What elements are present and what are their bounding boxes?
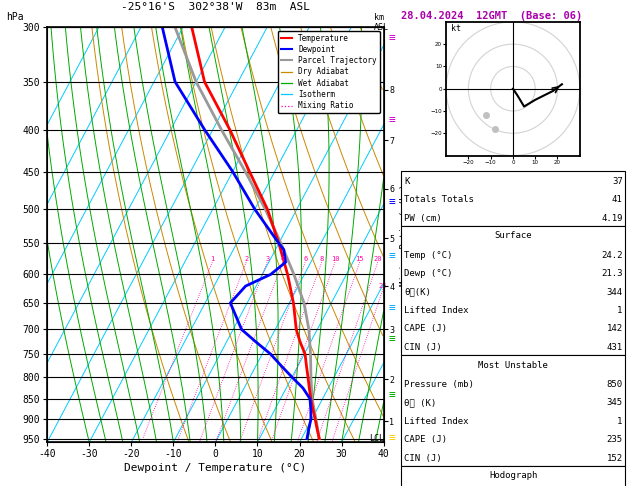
Text: CIN (J): CIN (J) — [404, 454, 442, 463]
Text: Totals Totals: Totals Totals — [404, 195, 474, 204]
Text: 20: 20 — [374, 256, 382, 262]
Text: 1: 1 — [210, 256, 214, 262]
Text: ≡: ≡ — [389, 251, 396, 261]
Text: ASL: ASL — [374, 22, 389, 32]
Text: Temp (°C): Temp (°C) — [404, 251, 453, 260]
Text: Pressure (mb): Pressure (mb) — [404, 380, 474, 389]
Text: © weatheronline.co.uk: © weatheronline.co.uk — [401, 473, 506, 482]
Text: ≡: ≡ — [389, 34, 396, 43]
Text: 1: 1 — [617, 306, 623, 315]
Y-axis label: Mixing Ratio (g/kg): Mixing Ratio (g/kg) — [400, 183, 409, 286]
Text: 345: 345 — [606, 399, 623, 407]
Text: 4.19: 4.19 — [601, 214, 623, 223]
Text: ≡: ≡ — [389, 303, 396, 313]
Text: ≡: ≡ — [389, 434, 396, 444]
Text: Lifted Index: Lifted Index — [404, 417, 469, 426]
Text: PW (cm): PW (cm) — [404, 214, 442, 223]
Text: 41: 41 — [612, 195, 623, 204]
Text: 235: 235 — [606, 435, 623, 444]
Text: θᴇ(K): θᴇ(K) — [404, 288, 431, 296]
X-axis label: Dewpoint / Temperature (°C): Dewpoint / Temperature (°C) — [125, 463, 306, 473]
Text: Lifted Index: Lifted Index — [404, 306, 469, 315]
Text: 431: 431 — [606, 343, 623, 352]
Text: θᴇ (K): θᴇ (K) — [404, 399, 437, 407]
Text: 8: 8 — [320, 256, 324, 262]
Text: Most Unstable: Most Unstable — [478, 361, 548, 370]
Text: km: km — [374, 13, 384, 22]
Text: 3: 3 — [265, 256, 269, 262]
Text: CAPE (J): CAPE (J) — [404, 435, 447, 444]
Text: K: K — [404, 177, 410, 186]
Text: 152: 152 — [606, 454, 623, 463]
Text: hPa: hPa — [6, 12, 24, 22]
Text: 25: 25 — [379, 283, 387, 289]
Text: 142: 142 — [606, 325, 623, 333]
Text: ≡: ≡ — [389, 334, 396, 345]
Text: -25°16'S  302°38'W  83m  ASL: -25°16'S 302°38'W 83m ASL — [121, 2, 310, 12]
Text: ≡: ≡ — [389, 197, 396, 207]
Legend: Temperature, Dewpoint, Parcel Trajectory, Dry Adiabat, Wet Adiabat, Isotherm, Mi: Temperature, Dewpoint, Parcel Trajectory… — [277, 31, 380, 113]
Text: 4: 4 — [281, 256, 285, 262]
Text: 344: 344 — [606, 288, 623, 296]
Text: kt: kt — [450, 24, 460, 33]
Text: ≡: ≡ — [389, 390, 396, 399]
Text: ≡: ≡ — [389, 116, 396, 125]
Text: LCL: LCL — [369, 434, 384, 443]
Text: 24.2: 24.2 — [601, 251, 623, 260]
Text: Dewp (°C): Dewp (°C) — [404, 269, 453, 278]
Text: CIN (J): CIN (J) — [404, 343, 442, 352]
Text: Hodograph: Hodograph — [489, 471, 537, 481]
Text: CAPE (J): CAPE (J) — [404, 325, 447, 333]
Text: 1: 1 — [617, 417, 623, 426]
Text: 2: 2 — [244, 256, 248, 262]
Text: 10: 10 — [331, 256, 339, 262]
Text: 37: 37 — [612, 177, 623, 186]
Text: 15: 15 — [355, 256, 364, 262]
Text: 850: 850 — [606, 380, 623, 389]
Text: 6: 6 — [303, 256, 308, 262]
Text: 28.04.2024  12GMT  (Base: 06): 28.04.2024 12GMT (Base: 06) — [401, 11, 582, 21]
Text: 21.3: 21.3 — [601, 269, 623, 278]
Text: Surface: Surface — [494, 231, 532, 241]
